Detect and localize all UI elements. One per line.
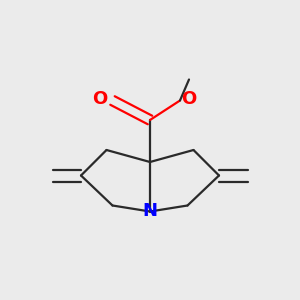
Text: O: O — [182, 90, 196, 108]
Text: O: O — [92, 90, 107, 108]
Text: N: N — [142, 202, 158, 220]
